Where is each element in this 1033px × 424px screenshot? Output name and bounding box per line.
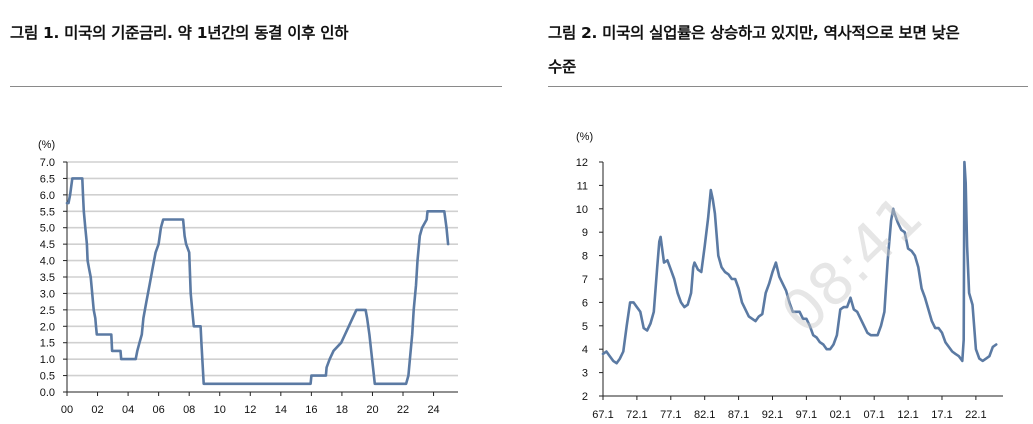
figure-2-divider: [548, 86, 1028, 87]
x-tick-label: 77.1: [660, 409, 681, 421]
y-tick-label: 7.0: [40, 157, 55, 169]
x-tick-label: 97.1: [796, 409, 817, 421]
y-tick-label: 4.5: [40, 239, 55, 251]
chart-2: 2 3 4 5 6 7 8 9 10 11 12 67.1 72.1 77.1 82.1 87.1 92.1 97…: [576, 131, 1003, 421]
x-tick-label: 10: [214, 404, 226, 416]
x-tick-label: 18: [336, 404, 348, 416]
x-tick-label: 22.1: [965, 409, 986, 421]
y-tick-label: 6.5: [40, 173, 55, 185]
y-tick-label: 2.0: [40, 321, 55, 333]
y-tick-label: 5: [582, 321, 588, 333]
y-tick-label: 2.5: [40, 305, 55, 317]
y-tick-label: 5.5: [40, 206, 55, 218]
y-tick-label: 10: [576, 204, 588, 216]
y-tick-label: 1.5: [40, 338, 55, 350]
y-tick-label: 3: [582, 368, 588, 380]
x-tick-label: 06: [153, 404, 165, 416]
figure-2-title-line-1: 그림 2. 미국의 실업률은 상승하고 있지만, 역사적으로 보면 낮은: [548, 24, 960, 42]
y-tick-label: 0.0: [40, 387, 55, 399]
y-tick-label: 8: [582, 251, 588, 263]
x-tick-label: 24: [427, 404, 439, 416]
y-tick-label: 3.5: [40, 272, 55, 284]
y-tick-label: 1.0: [40, 354, 55, 366]
x-tick-label: 16: [305, 404, 317, 416]
y-tick-label: 7: [582, 274, 588, 286]
x-tick-label: 12.1: [897, 409, 918, 421]
figure-2-title-line-2: 수준: [548, 58, 576, 76]
x-tick-label: 02: [91, 404, 103, 416]
y-tick-label: 6: [582, 297, 588, 309]
x-tick-label: 08: [183, 404, 195, 416]
x-tick-label: 20: [366, 404, 378, 416]
unit-label: (%): [576, 131, 593, 143]
y-tick-label: 9: [582, 227, 588, 239]
y-tick-label: 0.5: [40, 371, 55, 383]
series-line: [601, 160, 998, 365]
y-tick-label: 5.0: [40, 223, 55, 235]
x-tick-label: 07.1: [863, 409, 884, 421]
y-tick-label: 4.0: [40, 256, 55, 268]
x-tick-label: 87.1: [728, 409, 749, 421]
x-tick-label: 92.1: [762, 409, 783, 421]
y-tick-label: 12: [576, 157, 588, 169]
x-tick-label: 17.1: [931, 409, 952, 421]
x-tick-label: 82.1: [694, 409, 715, 421]
chart-1: 0.0 0.5 1.0 1.5 2.0 2.5 3.0 3.5 4.0 4.5 5.0 5.5 6.0 6…: [38, 139, 458, 416]
x-tick-label: 67.1: [592, 409, 613, 421]
unit-label: (%): [38, 139, 55, 151]
x-tick-label: 12: [244, 404, 256, 416]
x-tick-label: 00: [61, 404, 73, 416]
x-tick-label: 72.1: [626, 409, 647, 421]
y-tick-label: 6.0: [40, 190, 55, 202]
x-tick-label: 02.1: [830, 409, 851, 421]
x-tick-label: 14: [275, 404, 287, 416]
y-tick-label: 11: [577, 180, 588, 192]
figure-1-title: 그림 1. 미국의 기준금리. 약 1년간의 동결 이후 인하: [10, 24, 349, 42]
series-line: [65, 177, 450, 386]
y-tick-label: 3.0: [40, 288, 55, 300]
figure-1-divider: [10, 86, 502, 87]
x-tick-label: 22: [397, 404, 409, 416]
x-tick-label: 04: [122, 404, 134, 416]
y-tick-label: 4: [582, 344, 588, 356]
y-tick-label: 2: [582, 391, 588, 403]
